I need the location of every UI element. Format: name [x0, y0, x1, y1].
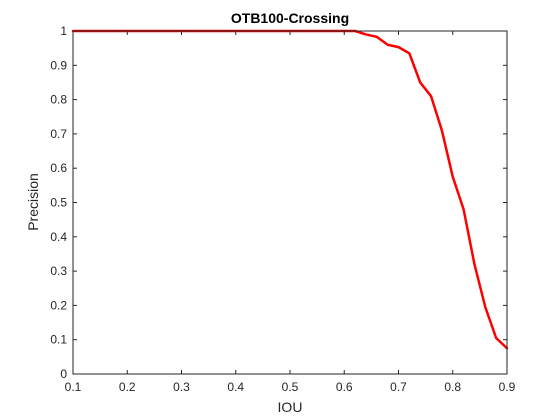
- x-tick-label: 0.5: [282, 380, 299, 394]
- x-axis-ticks: 0.1 0.2 0.3 0.4 0.5 0.6 0.7 0.8 0.9: [65, 31, 516, 394]
- plot-area: [73, 31, 507, 374]
- y-tick-label: 0.5: [50, 196, 67, 210]
- y-tick-label: 0.9: [50, 58, 67, 72]
- y-tick-label: 0.1: [50, 333, 67, 347]
- x-tick-label: 0.3: [173, 380, 190, 394]
- y-tick-label: 0.3: [50, 264, 67, 278]
- chart-title: OTB100-Crossing: [231, 10, 349, 26]
- x-tick-label: 0.1: [65, 380, 82, 394]
- y-tick-label: 0.8: [50, 93, 67, 107]
- y-tick-label: 0: [60, 367, 67, 381]
- y-tick-label: 0.6: [50, 161, 67, 175]
- x-tick-label: 0.4: [227, 380, 244, 394]
- y-tick-label: 1: [60, 24, 67, 38]
- y-axis-label: Precision: [25, 173, 41, 231]
- x-tick-label: 0.8: [444, 380, 461, 394]
- x-tick-label: 0.6: [336, 380, 353, 394]
- x-axis-label: IOU: [278, 399, 303, 415]
- y-axis-ticks: 0 0.1 0.2 0.3 0.4 0.5 0.6 0.7 0.8 0.9 1: [50, 24, 507, 381]
- x-tick-label: 0.2: [119, 380, 136, 394]
- x-tick-label: 0.9: [499, 380, 516, 394]
- y-tick-label: 0.7: [50, 127, 67, 141]
- y-tick-label: 0.2: [50, 298, 67, 312]
- y-tick-label: 0.4: [50, 230, 67, 244]
- x-tick-label: 0.7: [390, 380, 407, 394]
